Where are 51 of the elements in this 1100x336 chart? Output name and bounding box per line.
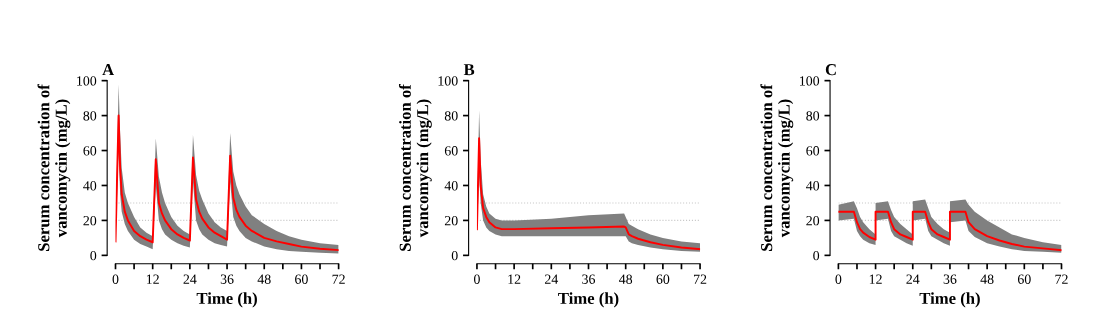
- x-tick-label: 0: [835, 274, 842, 284]
- x-tick-label: 36: [943, 274, 957, 284]
- y-tick-label: 20: [806, 216, 820, 226]
- x-tick-label: 48: [257, 274, 271, 284]
- y-axis-title: Serum concentration of vancomycin (mg/L): [398, 84, 432, 251]
- line-series: [476, 137, 701, 251]
- y-tick-label: 100: [77, 76, 97, 86]
- x-tick-label: 72: [332, 274, 345, 284]
- y-tick-label: 40: [806, 181, 820, 191]
- x-axis-title: Time (h): [196, 292, 257, 308]
- y-tick-label: 0: [90, 250, 97, 261]
- x-tick-label: 0: [112, 274, 119, 284]
- x-tick-label: 72: [1055, 274, 1068, 284]
- x-tick-label: 24: [183, 274, 197, 284]
- line-series: [115, 114, 339, 252]
- x-tick-label: 60: [1017, 274, 1031, 284]
- x-tick-label: 12: [508, 274, 521, 284]
- chart-title: B: [463, 64, 475, 76]
- y-tick-label: 80: [444, 111, 458, 121]
- x-tick-label: 72: [694, 274, 707, 284]
- y-tick-label: 20: [444, 216, 458, 226]
- y-tick-label: 40: [83, 181, 97, 191]
- y-tick-label: 0: [813, 250, 820, 261]
- x-tick-label: 36: [220, 274, 234, 284]
- x-tick-label: 48: [619, 274, 633, 284]
- line-series: [838, 210, 1062, 252]
- y-tick-label: 20: [83, 216, 97, 226]
- y-tick-label: 0: [451, 250, 458, 261]
- y-tick-label: 80: [83, 111, 97, 121]
- y-tick-label: 60: [444, 146, 458, 156]
- y-axis-title: Serum concentration of vancomycin (mg/L): [37, 84, 71, 251]
- y-tick-label: 60: [83, 146, 97, 156]
- x-tick-label: 0: [474, 274, 480, 284]
- y-axis-title: Serum concentration of vancomycin (mg/L): [760, 84, 794, 251]
- y-tick-label: 100: [800, 76, 820, 86]
- x-axis-title: Time (h): [558, 292, 619, 308]
- x-tick-label: 24: [544, 274, 559, 284]
- y-tick-label: 60: [806, 146, 820, 156]
- x-tick-label: 60: [656, 274, 670, 284]
- y-tick-label: 80: [806, 111, 820, 121]
- x-axis-title: Time (h): [919, 292, 980, 308]
- y-tick-label: 40: [444, 181, 458, 191]
- chart-title: C: [825, 64, 836, 76]
- x-tick-label: 12: [146, 274, 159, 284]
- x-tick-label: 48: [980, 274, 994, 284]
- chart-title: A: [102, 64, 115, 76]
- x-tick-label: 24: [906, 274, 920, 284]
- y-tick-label: 100: [438, 76, 458, 86]
- x-tick-label: 60: [295, 274, 308, 284]
- x-tick-label: 36: [582, 274, 596, 284]
- x-tick-label: 12: [869, 274, 882, 284]
